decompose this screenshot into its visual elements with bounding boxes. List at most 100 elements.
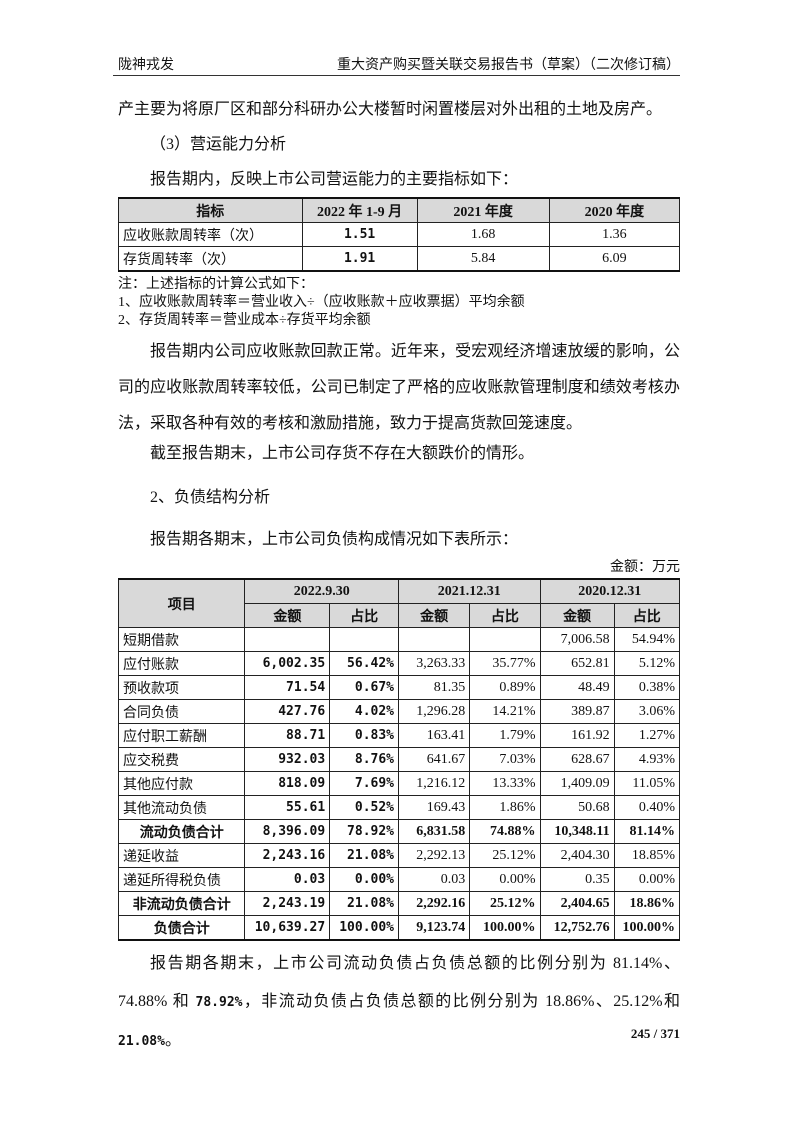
row: 其他应付款 818.09 7.69% 1,216.12 13.33% 1,409.09 11… (117, 771, 681, 796)
conclusion: 报告期各期末，上市公司流动负债占负债总额的比例分别为 81.14%、74.88%… (118, 945, 680, 1061)
cell: 4.02% (329, 699, 400, 724)
paragraph: 报告期各期末，上市公司负债构成情况如下表所示： (150, 531, 519, 548)
cell (398, 627, 471, 652)
cell: 8,396.09 (244, 819, 331, 844)
cell: 应付职工薪酬 (117, 723, 246, 748)
heading: 2、负债结构分析 (150, 489, 271, 506)
header-cell: 金额 (244, 603, 331, 628)
cell: 50.68 (539, 795, 615, 820)
header-cell: 2021 年度 (416, 197, 550, 223)
cell: 0.89% (469, 675, 541, 700)
cell: 21.08% (329, 891, 400, 916)
cell: 1.36 (548, 222, 681, 247)
cell (329, 627, 400, 652)
cell: 非流动负债合计 (117, 891, 246, 916)
row: 应收账款周转率（次） 1.51 1.68 1.36 (118, 222, 681, 247)
cell: 10,639.27 (244, 915, 331, 941)
liability-table: 项目 2022.9.30 2021.12.31 2020.12.31 金额 占比 金额 占比金… (117, 578, 681, 941)
cell: 12,752.76 (539, 915, 615, 941)
paragraph: 报告期内，反映上市公司营运能力的主要指标如下： (150, 171, 519, 188)
cell: 100.00% (613, 915, 681, 941)
header-cell: 2021.12.31 (398, 578, 541, 604)
cell: 2,404.65 (539, 891, 615, 916)
cell: 0.00% (329, 867, 400, 892)
cell: 169.43 (398, 795, 471, 820)
row: 存货周转率（次） 1.91 5.84 6.09 (118, 246, 681, 272)
cell: 2,243.19 (244, 891, 331, 916)
cell: 6,002.35 (244, 651, 331, 676)
cell: 427.76 (244, 699, 331, 724)
header-cell: 2020.12.31 (539, 578, 681, 604)
row: 其他流动负债 55.61 0.52% 169.43 1.86% 50.68 0.40% (117, 795, 681, 820)
cell: 25.12% (469, 891, 541, 916)
row: 流动负债合计 8,396.09 78.92% 6,831.58 74.88% 10,348… (117, 819, 681, 844)
cell: 0.00% (613, 867, 681, 892)
cell (244, 627, 331, 652)
cell: 0.52% (329, 795, 400, 820)
unit: 金额：万元 (610, 560, 680, 575)
cell: 161.92 (539, 723, 615, 748)
row: 递延收益 2,243.16 21.08% 2,292.13 25.12% 2,404.30… (117, 843, 681, 868)
cell: 5.12% (613, 651, 681, 676)
cell: 18.85% (613, 843, 681, 868)
row: 合同负债 427.76 4.02% 1,296.28 14.21% 389.87 3.06% (117, 699, 681, 724)
cell: 0.67% (329, 675, 400, 700)
header-cell: 占比 (469, 603, 541, 628)
cell: 100.00% (469, 915, 541, 941)
row: 短期借款 7,006.58 54.94% (117, 627, 681, 652)
cell: 合同负债 (117, 699, 246, 724)
cell: 6,831.58 (398, 819, 471, 844)
cell: 0.40% (613, 795, 681, 820)
header-cell: 占比 (613, 603, 681, 628)
cell: 预收款项 (117, 675, 246, 700)
cell: 74.88% (469, 819, 541, 844)
cell: 25.12% (469, 843, 541, 868)
cell: 35.77% (469, 651, 541, 676)
cell: 1,296.28 (398, 699, 471, 724)
cell: 55.61 (244, 795, 331, 820)
cell: 2,292.13 (398, 843, 471, 868)
cell: 628.67 (539, 747, 615, 772)
text: ，非流动负债占负债总额的比例分别为 18.86%、25.12%和 (242, 993, 680, 1010)
cell: 11.05% (613, 771, 681, 796)
text-bold: 78.92% (195, 995, 243, 1010)
cell: 13.33% (469, 771, 541, 796)
cell: 递延收益 (117, 843, 246, 868)
cell: 3,263.33 (398, 651, 471, 676)
paragraph: 产主要为将原厂区和部分科研办公大楼暂时闲置楼层对外出租的土地及房产。 (118, 101, 663, 118)
cell: 652.81 (539, 651, 615, 676)
cell: 818.09 (244, 771, 331, 796)
cell: 78.92% (329, 819, 400, 844)
header-rule (113, 75, 680, 76)
header-cell: 占比 (329, 603, 400, 628)
cell: 0.03 (398, 867, 471, 892)
row: 负债合计 10,639.27 100.00% 9,123.74 100.00% 12,75… (117, 915, 681, 941)
cell: 应交税费 (117, 747, 246, 772)
cell: 8.76% (329, 747, 400, 772)
cell: 1.27% (613, 723, 681, 748)
cell: 1.51 (301, 222, 418, 247)
cell: 1.79% (469, 723, 541, 748)
heading: （3）营运能力分析 (150, 136, 287, 153)
cell: 2,243.16 (244, 843, 331, 868)
cell: 1.68 (416, 222, 550, 247)
cell: 7,006.58 (539, 627, 615, 652)
cell: 10,348.11 (539, 819, 615, 844)
page-number: 245 / 371 (630, 1026, 680, 1041)
cell: 0.38% (613, 675, 681, 700)
cell: 18.86% (613, 891, 681, 916)
cell: 0.03 (244, 867, 331, 892)
note: 1、应收账款周转率＝营业收入÷（应收账款＋应收票据）平均余额 (118, 295, 525, 310)
cell: 5.84 (416, 246, 550, 272)
row: 应付职工薪酬 88.71 0.83% 163.41 1.79% 161.92 1.27% (117, 723, 681, 748)
cell: 1,409.09 (539, 771, 615, 796)
cell: 存货周转率（次） (118, 246, 303, 272)
cell: 短期借款 (117, 627, 246, 652)
cell: 1.91 (301, 246, 418, 272)
cell: 2,404.30 (539, 843, 615, 868)
cell: 54.94% (613, 627, 681, 652)
cell: 7.03% (469, 747, 541, 772)
row: 递延所得税负债 0.03 0.00% 0.03 0.00% 0.35 0.00% (117, 867, 681, 892)
header-cell: 项目 (117, 578, 246, 628)
